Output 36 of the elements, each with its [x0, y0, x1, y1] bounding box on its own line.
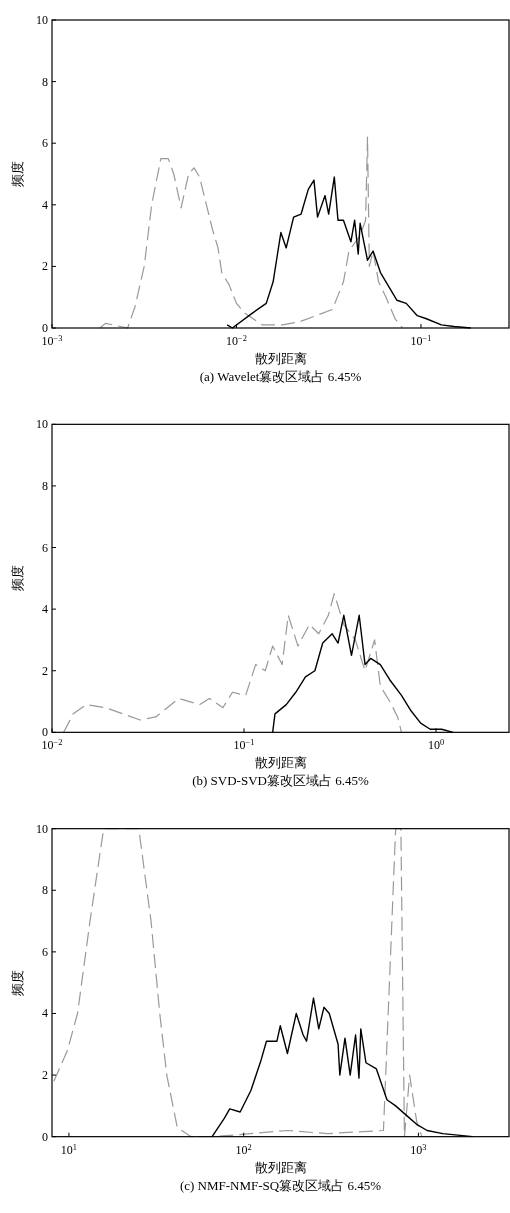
y-tick-label: 6 — [42, 540, 48, 555]
text: (b) SVD-SVD篡改区域占 6.45% — [192, 773, 369, 789]
y-tick-label: 0 — [42, 321, 48, 335]
y-tick-label: 0 — [42, 1129, 48, 1144]
y-tick-label: 6 — [42, 944, 48, 959]
x-tick-label: 10$^{−2}$ — [226, 333, 247, 348]
y-axis-title: 频度 — [10, 565, 25, 592]
x-tick-label: 10$^{−1}$ — [410, 333, 432, 348]
y-tick-label: 4 — [42, 197, 48, 212]
y-tick-label: 2 — [42, 259, 48, 274]
text: (c) NMF-NMF-SQ篡改区域占 6.45% — [179, 1177, 382, 1193]
x-tick-label: 10$^{0}$ — [427, 737, 445, 753]
y-tick-label: 8 — [42, 74, 48, 89]
y-tick-label: 10 — [36, 417, 48, 432]
y-tick-label: 10 — [36, 821, 48, 836]
x-axis-title: 散列距离 — [254, 1159, 307, 1175]
x-tick-label: 10$^{3}$ — [410, 1142, 427, 1157]
x-tick-label: 10$^{−3}$ — [41, 333, 63, 348]
x-tick-label: 10$^{1}$ — [60, 1142, 78, 1157]
y-tick-label: 10 — [36, 13, 48, 27]
y-tick-label: 0 — [42, 725, 48, 740]
y-tick-label: 2 — [42, 1068, 48, 1083]
y-tick-label: 6 — [42, 136, 48, 151]
y-axis-title: 频度 — [10, 969, 25, 996]
x-axis-title: 散列距离 — [254, 755, 307, 771]
x-axis-title: 散列距离 — [254, 351, 307, 366]
x-tick-label: 10$^{2}$ — [235, 1142, 252, 1157]
y-tick-label: 8 — [42, 478, 48, 493]
text: (a) Wavelet篡改区域占 6.45% — [199, 369, 362, 384]
y-tick-label: 4 — [42, 1006, 48, 1021]
y-axis-title: 频度 — [10, 161, 25, 187]
y-tick-label: 8 — [42, 883, 48, 898]
y-tick-label: 4 — [42, 602, 48, 617]
x-tick-label: 10$^{−2}$ — [41, 737, 63, 753]
x-tick-label: 10$^{−1}$ — [233, 737, 255, 753]
y-tick-label: 2 — [42, 663, 48, 678]
